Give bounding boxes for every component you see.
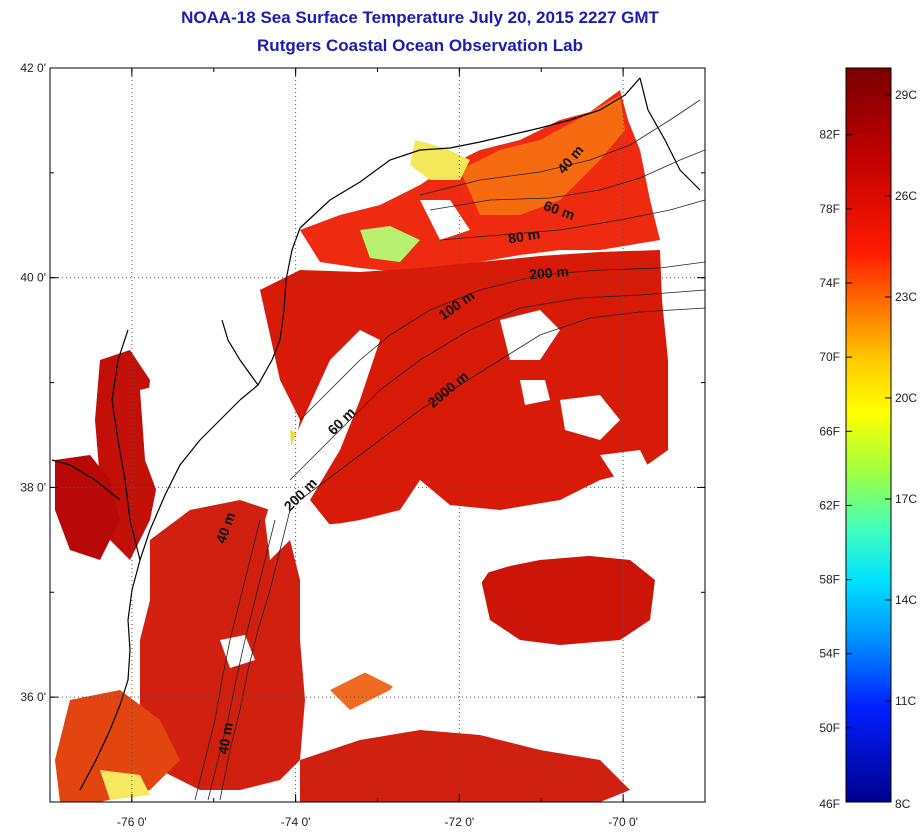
coastline-virginia-nc [79,589,133,791]
cloud-gap-patch-4 [520,380,550,405]
cloud-gap-patch-3 [420,200,470,240]
sst-region-cape-hatteras [55,690,180,802]
depth-label: 40 m [215,721,236,755]
coastline-delaware-bay [221,319,259,386]
cloud-gap-patch-5 [600,450,650,478]
colorbar-c-label: 29C [895,88,917,102]
colorbar-labels: 82F 78F 74F 70F 66F 62F 58F 54F 50F 46F 29C 26C 23C 2… [819,88,917,811]
colorbar-c-label: 26C [895,189,917,203]
coastline-nj-shore [239,227,301,401]
colorbar-f-label: 58F [819,573,840,587]
cloud-gap-patch-2 [560,395,620,440]
contour-2000m [299,307,705,501]
lon-tick-label: -76 0' [117,815,147,829]
cloud-gap-central [265,330,380,560]
contour-60m-north [429,149,705,211]
sst-region-southeast [480,555,655,645]
colorbar-c-label: 20C [895,391,917,405]
colorbar-f-label: 62F [819,498,840,512]
bathymetry-contours [194,99,705,801]
coastline-bay-west [51,459,121,501]
sst-region-offshore [260,250,668,525]
lon-tick-label: -70 0' [608,815,638,829]
sst-region-far-south [300,730,630,802]
map-title: NOAA-18 Sea Surface Temperature July 20,… [181,8,659,27]
lat-tick-label: 40 0' [20,271,46,285]
depth-label: 80 m [507,225,541,246]
coastline-chesapeake [111,329,141,561]
cloud-gap-patch-1 [500,310,560,360]
lon-tick-label: -72 0' [445,815,475,829]
colorbar-f-label: 78F [819,202,840,216]
sst-field [55,90,668,802]
coastline-long-island [299,77,641,229]
cloud-gap-sw [140,375,260,500]
lon-tick-label: -74 0' [281,815,311,829]
lat-tick-label: 42 0' [20,61,46,75]
colorbar-c-label: 11C [895,694,916,708]
colorbar-f-label: 82F [819,128,840,142]
colorbar-c-label: 17C [895,492,917,506]
contour-shelf-south-2 [207,519,276,801]
map-subtitle: Rutgers Coastal Ocean Observation Lab [257,36,583,55]
coastline-cape-cod [639,77,701,191]
contour-shelf-south-1 [194,519,261,801]
colorbar-f-label: 50F [819,721,840,735]
colorbar-c-label: 23C [895,290,917,304]
cloud-gap-south-offshore [310,505,660,700]
colorbar-c-label: 8C [895,797,911,811]
map-frame [49,67,706,803]
colorbar-f-label: 74F [819,276,840,290]
contour-100m [299,261,705,421]
colorbar-f-label: 66F [819,424,840,438]
colorbar-ramp [845,67,892,803]
colorbar-f-label: 70F [819,350,840,364]
colorbar-c-label: 14C [895,593,917,607]
contour-200m [289,289,705,481]
contour-shelf-south-3 [219,509,291,801]
coastline-delmarva [131,399,241,591]
contour-40m-north [419,99,701,196]
contour-80m-north [439,199,705,241]
lat-tick-label: 38 0' [20,480,46,494]
lat-tick-label: 36 0' [20,690,46,704]
colorbar-f-label: 54F [819,647,840,661]
sst-region-cool-coast-2 [360,226,420,262]
cloud-gap-patch-6 [220,635,255,668]
map-ticks: 42 0' 40 0' 38 0' 36 0' -76 0' -74 0' -72 0' -7… [20,61,706,829]
sst-region-bay-west [55,455,120,560]
sst-region-ne-orange [460,95,625,215]
coastline [51,77,701,791]
sst-region-cool-coast-4 [100,770,150,800]
colorbar-f-label: 46F [819,797,840,811]
